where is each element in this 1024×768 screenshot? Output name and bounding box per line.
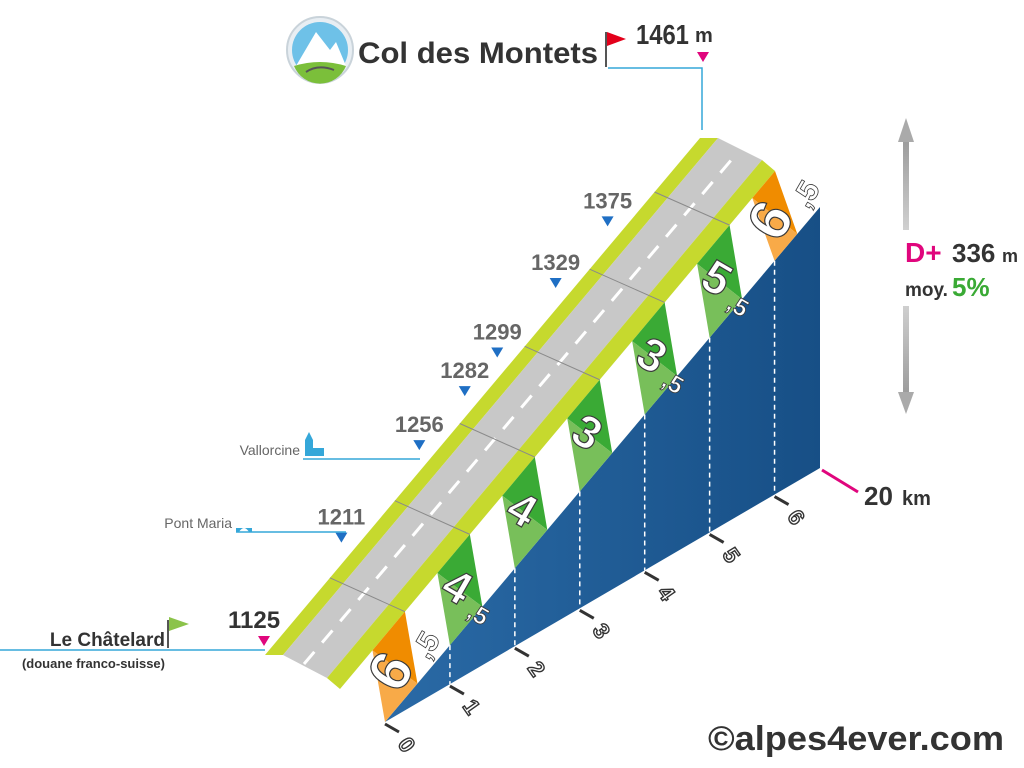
gradient-band-0-top [340,611,418,689]
green-flag-icon [167,617,189,648]
mountain-road-icon [286,16,354,84]
gradient-decimal: ,5 [786,175,827,213]
red-flag-icon [605,32,626,67]
gradient-band-1-lower [437,568,515,646]
gradient-band-5-lower [697,260,775,338]
altitude-label: 1256 [395,412,444,437]
lime-verge-right [327,160,775,689]
waypoint-vallorcine: Vallorcine [240,442,301,458]
summit-unit: m [695,25,713,47]
avg-value: 5% [952,272,990,302]
gradient-band-3-top [534,379,613,458]
summit-marker-icon [697,52,709,62]
gradient-band-1-top [404,534,483,612]
km-tick-label: 1 [458,695,486,719]
road-km-line [329,577,406,613]
road-km-line [654,191,730,226]
church-icon [305,432,324,456]
altitude-label: 1299 [473,319,522,344]
start-altitude: 1125 [228,607,280,634]
altitude-label: 1282 [440,358,489,383]
altitude-marker-icon [458,386,471,397]
copyright: ©alpes4ever.com [708,720,1004,758]
distance-value: 20 [864,481,893,511]
gradient-band-3-lower [567,414,645,492]
gradient-band-6-lower [752,198,820,261]
road-km-line [589,268,665,303]
altitude-marker-icon [601,216,614,227]
km-tick [579,608,595,620]
km-tick-label: 0 [393,733,421,757]
road-km-line [524,345,600,381]
altitude-marker-icon [491,347,504,358]
page-title: Col des Montets [358,37,598,70]
summit-leader-line [608,67,703,130]
altitude-label: 1375 [583,188,632,213]
gradient-band-6-top [729,171,798,234]
gain-value: 336 [952,238,995,268]
km-tick-label: 3 [588,619,616,643]
km-tick [514,646,530,658]
altitude-marker-icon [335,532,348,543]
km-tick-label: 5 [718,543,746,567]
km-tick [708,533,725,544]
km-tick-label: 4 [653,581,681,606]
start-name: Le Châtelard [50,630,165,651]
altitude-label: 1329 [531,250,580,275]
gradient-band-4-lower [632,337,710,415]
elevation-arrow-icon [890,118,922,414]
gradient-band-4-top [599,302,678,380]
altitude-marker-icon [413,440,426,451]
avg-label: moy. [905,280,948,301]
gradient-band-5-top [664,225,743,303]
bridge-icon [236,528,252,532]
lime-verge-left [265,138,718,655]
start-marker-icon [258,636,270,646]
start-subtitle: (douane franco-suisse) [22,656,165,671]
km-tick [449,684,465,696]
gradient-band-2-top [469,457,548,535]
gain-label: D+ [905,237,942,268]
km-tick [773,495,790,506]
summit-altitude: 1461 [636,18,689,50]
km-tick-label: 2 [523,657,551,681]
altitude-label: 1211 [318,505,366,530]
distance-unit: km [902,488,931,510]
km-tick [643,571,660,582]
road-km-line [459,423,535,458]
road-km-line [394,500,471,535]
gain-unit: m [1002,246,1018,266]
km-tick [384,722,400,734]
km-tick-label: 6 [782,505,810,529]
altitude-marker-icon [549,278,562,289]
distance-marker-line [821,468,859,494]
gradient-band-2-lower [502,491,580,569]
gradient-band-0-lower [372,645,450,722]
waypoint-pont-maria: Pont Maria [164,515,232,531]
